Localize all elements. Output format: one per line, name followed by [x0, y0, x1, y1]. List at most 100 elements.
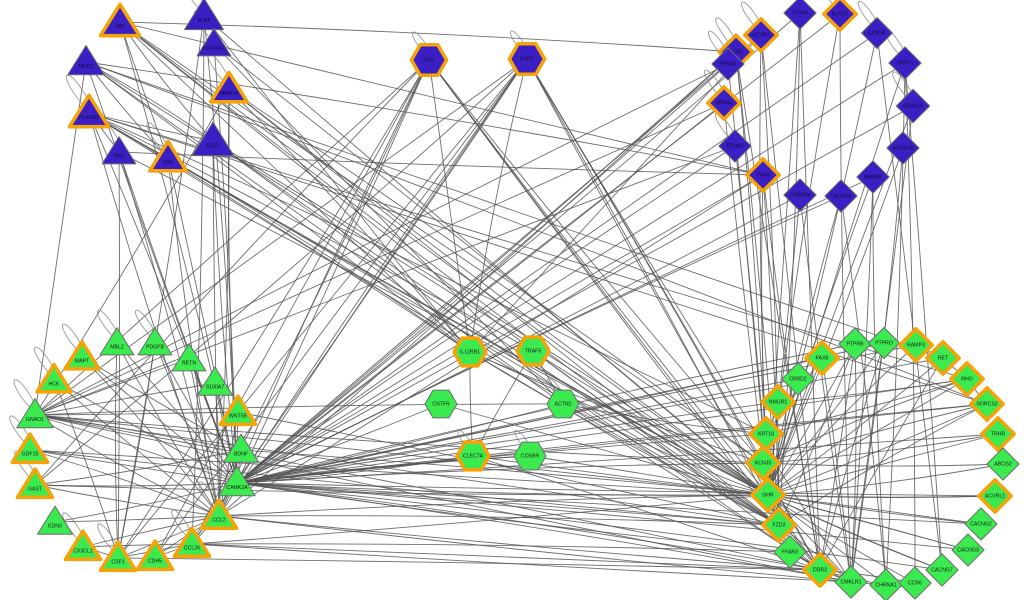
graph-node-amhr2[interactable]: AMHR2: [856, 160, 890, 194]
node-triangle-shape[interactable]: [196, 366, 234, 396]
graph-node-clec7a[interactable]: CLEC7A: [455, 440, 491, 472]
node-hexagon-shape[interactable]: [513, 441, 547, 471]
node-triangle-shape[interactable]: [196, 28, 232, 57]
graph-node-trhr[interactable]: TRHR: [980, 416, 1016, 452]
graph-node-muc1[interactable]: MUC1: [67, 45, 105, 76]
node-diamond-shape[interactable]: [761, 507, 797, 543]
node-triangle-shape[interactable]: [67, 45, 105, 76]
node-diamond-shape[interactable]: [886, 131, 920, 165]
graph-node-mbl2[interactable]: MBL2: [99, 327, 135, 356]
node-diamond-shape[interactable]: [743, 17, 779, 53]
graph-node-adra1a[interactable]: ADRA1A: [895, 88, 931, 124]
graph-node-plat[interactable]: PLAT: [183, 0, 225, 31]
graph-node-frk[interactable]: FRK: [147, 139, 189, 173]
node-triangle-shape[interactable]: [218, 466, 256, 497]
node-diamond-shape[interactable]: [718, 129, 752, 163]
node-triangle-shape[interactable]: [99, 327, 135, 356]
node-diamond-shape[interactable]: [925, 340, 961, 376]
graph-node-gdf15[interactable]: GDF15: [10, 432, 50, 465]
node-diamond-shape[interactable]: [977, 478, 1013, 514]
graph-node-ccl26[interactable]: CCL26: [172, 526, 212, 559]
graph-node-retn[interactable]: RETN: [171, 343, 207, 372]
node-triangle-shape[interactable]: [16, 398, 54, 429]
graph-node-pdgfb[interactable]: PDGFB: [137, 327, 173, 356]
node-diamond-shape[interactable]: [838, 327, 872, 361]
graph-node-mapt[interactable]: MAPT: [63, 339, 101, 371]
node-diamond-shape[interactable]: [822, 0, 858, 32]
graph-node-itga8[interactable]: ITGA8: [783, 0, 817, 30]
node-diamond-shape[interactable]: [760, 384, 796, 420]
graph-node-fgf6[interactable]: FGF6: [191, 121, 235, 157]
graph-node-cx3cl1[interactable]: CX3CL1: [63, 529, 103, 562]
graph-node-sorcs2[interactable]: SORCS2: [969, 386, 1005, 422]
node-diamond-shape[interactable]: [745, 157, 781, 193]
graph-node-cntfr[interactable]: CNTFR: [424, 389, 458, 419]
graph-node-cmklr1[interactable]: CMKLR1: [834, 565, 868, 599]
graph-node-ptpro[interactable]: PTPRO: [868, 327, 900, 359]
node-triangle-shape[interactable]: [67, 93, 111, 129]
graph-node-irs1[interactable]: IRS1: [409, 42, 449, 78]
graph-node-traf6[interactable]: TRAF6: [515, 335, 551, 367]
node-triangle-shape[interactable]: [147, 139, 189, 173]
node-diamond-shape[interactable]: [898, 327, 934, 363]
graph-node-scn3b[interactable]: SCN3B: [861, 17, 893, 49]
node-diamond-shape[interactable]: [745, 445, 781, 481]
graph-node-cacng7[interactable]: CACNG7: [925, 553, 959, 587]
node-diamond-shape[interactable]: [783, 178, 817, 212]
node-diamond-shape[interactable]: [824, 179, 858, 213]
node-diamond-shape[interactable]: [783, 0, 817, 30]
graph-node-ccr6[interactable]: CCR6: [898, 566, 932, 600]
node-triangle-shape[interactable]: [63, 529, 103, 562]
node-hexagon-shape[interactable]: [507, 41, 547, 77]
node-diamond-shape[interactable]: [711, 47, 745, 81]
node-triangle-shape[interactable]: [137, 327, 173, 356]
graph-node-cacng4[interactable]: CACNG4: [824, 179, 858, 213]
graph-node-abcg2[interactable]: ABCG2: [986, 447, 1020, 481]
node-triangle-shape[interactable]: [35, 362, 73, 394]
node-triangle-shape[interactable]: [101, 136, 137, 165]
node-hexagon-shape[interactable]: [455, 440, 491, 472]
node-diamond-shape[interactable]: [949, 361, 985, 397]
graph-node-wnt5b[interactable]: WNT5B: [218, 394, 258, 427]
node-diamond-shape[interactable]: [856, 160, 890, 194]
node-diamond-shape[interactable]: [748, 416, 784, 452]
graph-node-acvr1[interactable]: ACVR1: [743, 17, 779, 53]
node-hexagon-shape[interactable]: [452, 336, 488, 368]
node-hexagon-shape[interactable]: [409, 42, 449, 78]
node-diamond-shape[interactable]: [802, 552, 838, 588]
node-hexagon-shape[interactable]: [424, 389, 458, 419]
graph-node-krt18[interactable]: KRT18: [748, 416, 784, 452]
graph-node-klrd1[interactable]: KLRD1: [822, 0, 858, 32]
graph-node-acvrl1[interactable]: ACVRL1: [977, 478, 1013, 514]
node-diamond-shape[interactable]: [781, 362, 815, 396]
graph-node-mif[interactable]: MIF: [98, 2, 142, 38]
node-diamond-shape[interactable]: [861, 17, 893, 49]
graph-node-adra1b[interactable]: ADRA1B: [886, 131, 920, 165]
graph-node-esr2[interactable]: ESR2: [507, 41, 547, 77]
node-diamond-shape[interactable]: [888, 46, 922, 80]
node-triangle-shape[interactable]: [218, 394, 258, 427]
node-diamond-shape[interactable]: [925, 553, 959, 587]
graph-node-fn1[interactable]: FN1: [101, 136, 137, 165]
node-diamond-shape[interactable]: [898, 566, 932, 600]
node-diamond-shape[interactable]: [951, 533, 985, 567]
node-triangle-shape[interactable]: [222, 433, 260, 463]
node-hexagon-shape[interactable]: [515, 335, 551, 367]
node-diamond-shape[interactable]: [969, 386, 1005, 422]
node-diamond-shape[interactable]: [986, 447, 1020, 481]
node-triangle-shape[interactable]: [171, 343, 207, 372]
graph-node-trpv1[interactable]: TRPV1: [888, 46, 922, 80]
node-triangle-shape[interactable]: [183, 0, 225, 31]
node-triangle-shape[interactable]: [199, 498, 239, 531]
graph-node-epha3[interactable]: EPHA3: [718, 129, 752, 163]
node-diamond-shape[interactable]: [980, 416, 1016, 452]
node-triangle-shape[interactable]: [36, 505, 74, 535]
node-triangle-shape[interactable]: [172, 526, 212, 559]
node-diamond-shape[interactable]: [895, 88, 931, 124]
node-diamond-shape[interactable]: [804, 340, 840, 376]
node-triangle-shape[interactable]: [63, 339, 101, 371]
node-triangle-shape[interactable]: [15, 467, 55, 500]
node-diamond-shape[interactable]: [869, 568, 903, 600]
